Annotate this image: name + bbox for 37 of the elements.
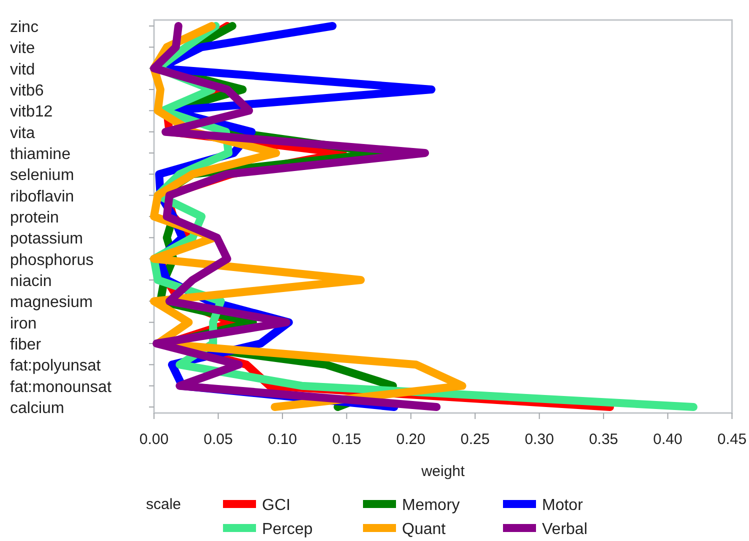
- x-tick-label: 0.40: [653, 431, 682, 448]
- legend-title: scale: [146, 496, 182, 513]
- y-tick-label: fat:polyunsat: [10, 358, 102, 375]
- y-tick-label: vita: [10, 124, 35, 142]
- y-tick-label: vite: [10, 40, 35, 58]
- y-tick-label: fat:monounsat: [10, 378, 112, 396]
- x-tick-label: 0.10: [268, 431, 298, 448]
- legend-label: Motor: [542, 497, 584, 514]
- y-tick-label: thiamine: [10, 146, 71, 163]
- y-tick-label: phosphorus: [10, 252, 94, 269]
- x-tick-label: 0.45: [717, 431, 747, 448]
- y-tick-label: vitb6: [10, 82, 44, 100]
- x-tick-label: 0.15: [332, 431, 362, 448]
- legend-label: Verbal: [542, 521, 588, 538]
- y-tick-label: iron: [10, 315, 37, 332]
- y-tick-label: potassium: [10, 230, 83, 248]
- x-axis-title: weight: [420, 463, 466, 480]
- y-tick-label: niacin: [10, 273, 52, 290]
- legend-label: Percep: [262, 521, 313, 538]
- y-tick-label: selenium: [10, 167, 74, 184]
- y-tick-label: vitb12: [10, 104, 53, 121]
- y-tick-label: vitd: [10, 61, 35, 78]
- legend-label: Quant: [402, 521, 446, 538]
- y-tick-label: calcium: [10, 400, 64, 417]
- y-tick-label: fiber: [10, 336, 42, 354]
- x-tick-label: 0.20: [396, 431, 426, 448]
- legend-label: Memory: [402, 497, 460, 514]
- y-tick-label: magnesium: [10, 294, 93, 312]
- x-tick-label: 0.05: [204, 431, 233, 448]
- x-tick-label: 0.00: [139, 431, 169, 448]
- legend-label: GCI: [262, 497, 290, 514]
- y-tick-label: zinc: [10, 19, 38, 36]
- x-tick-label: 0.35: [588, 431, 618, 448]
- x-tick-label: 0.30: [524, 431, 554, 448]
- y-tick-label: protein: [10, 210, 59, 226]
- x-tick-label: 0.25: [460, 431, 490, 448]
- y-tick-label: riboflavin: [10, 188, 74, 206]
